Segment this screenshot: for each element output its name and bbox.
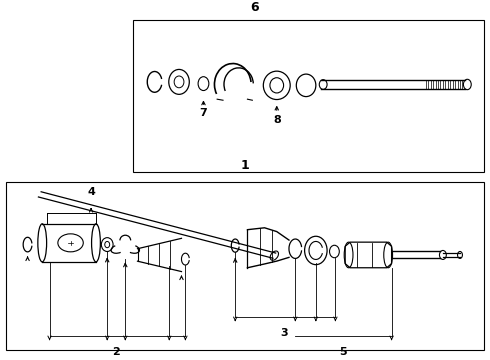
- Text: 1: 1: [241, 159, 249, 172]
- Ellipse shape: [309, 242, 323, 260]
- Text: 7: 7: [199, 108, 207, 118]
- Text: 2: 2: [112, 347, 120, 357]
- Text: 5: 5: [339, 347, 346, 357]
- Text: 4: 4: [87, 187, 95, 197]
- Text: 8: 8: [273, 115, 281, 125]
- Text: 6: 6: [250, 1, 259, 14]
- Text: 3: 3: [280, 328, 288, 338]
